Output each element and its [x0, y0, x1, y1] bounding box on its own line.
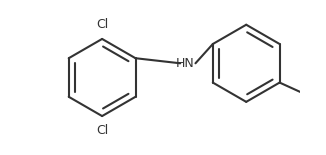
Text: Cl: Cl: [96, 124, 108, 137]
Text: Cl: Cl: [96, 18, 108, 31]
Text: HN: HN: [176, 57, 195, 70]
